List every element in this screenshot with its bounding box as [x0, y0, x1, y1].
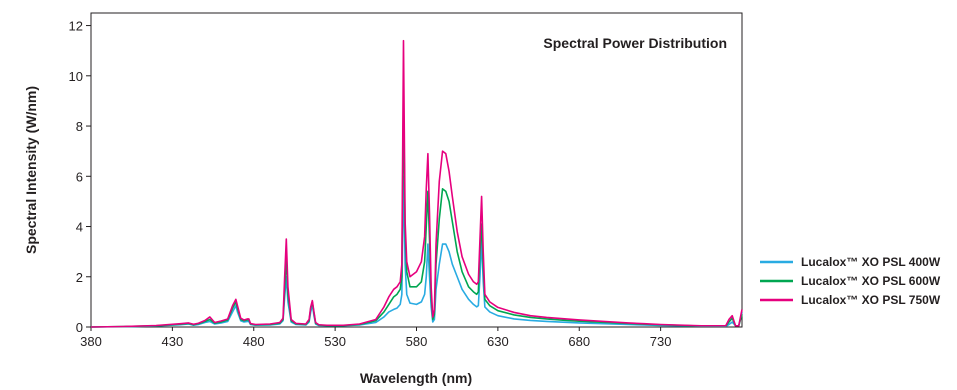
x-axis-title: Wavelength (nm) — [360, 370, 472, 386]
x-tick-label: 580 — [406, 334, 428, 349]
x-tick-label: 430 — [162, 334, 184, 349]
y-tick-label: 2 — [76, 270, 83, 285]
x-tick-label: 680 — [568, 334, 590, 349]
x-tick-label: 380 — [80, 334, 102, 349]
series-line-3 — [90, 39, 743, 328]
y-tick-label: 12 — [69, 19, 83, 34]
plot-frame — [90, 12, 743, 328]
legend-label: Lucalox™ XO PSL 600W — [801, 274, 941, 288]
chart-title: Spectral Power Distribution — [543, 35, 727, 51]
legend-label: Lucalox™ XO PSL 750W — [801, 293, 941, 307]
y-tick-label: 8 — [76, 119, 83, 134]
y-tick-label: 0 — [76, 320, 83, 335]
x-tick-label: 480 — [243, 334, 265, 349]
y-axis-title: Spectral Intensity (W/nm) — [23, 86, 39, 254]
y-tick-label: 10 — [69, 69, 83, 84]
series-lines — [90, 39, 743, 328]
y-tick-label: 4 — [76, 220, 83, 235]
y-axis-ticks: 0 2 4 6 8 10 12 — [69, 19, 91, 335]
series-line-1 — [90, 175, 743, 328]
x-tick-label: 530 — [324, 334, 346, 349]
legend-label: Lucalox™ XO PSL 400W — [801, 255, 941, 269]
x-tick-label: 630 — [487, 334, 509, 349]
x-tick-label: 730 — [650, 334, 672, 349]
y-tick-label: 6 — [76, 169, 83, 184]
legend: Lucalox™ XO PSL 400W Lucalox™ XO PSL 600W… — [760, 255, 941, 307]
x-axis-ticks: 380 430 480 530 580 630 680 730 — [80, 327, 671, 349]
